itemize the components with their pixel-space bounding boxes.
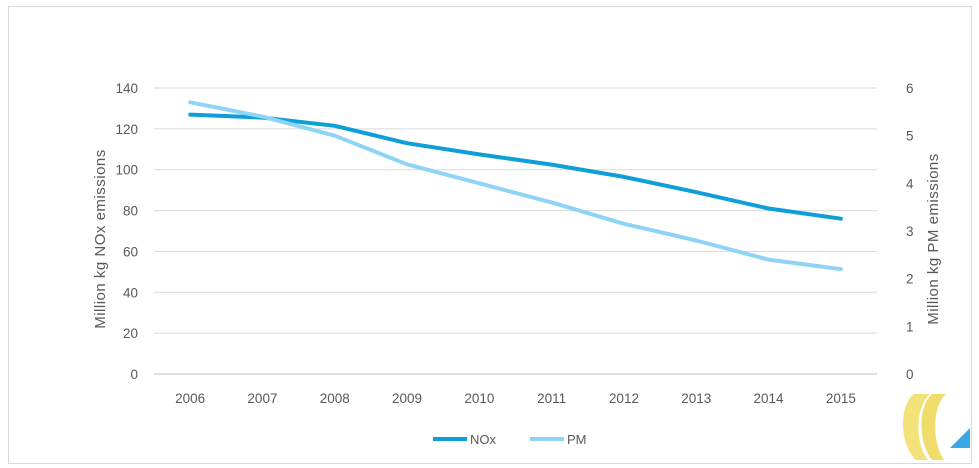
right-tick-5: 5 [906, 129, 914, 144]
legend: NOx PM [433, 432, 587, 447]
right-tick-6: 6 [906, 81, 914, 96]
x-tick-2006: 2006 [175, 391, 205, 406]
right-tick-0: 0 [906, 367, 914, 382]
series-line-pm [188, 100, 843, 272]
right-tick-4: 4 [906, 176, 914, 191]
x-tick-2009: 2009 [392, 391, 422, 406]
left-tick-40: 40 [123, 285, 138, 300]
left-axis-ticks: 0 20 40 60 80 100 120 140 [115, 81, 138, 382]
left-tick-60: 60 [123, 244, 138, 259]
legend-label-nox: NOx [470, 432, 497, 447]
left-tick-140: 140 [115, 81, 138, 96]
x-tick-2012: 2012 [609, 391, 639, 406]
right-axis-ticks: 0 1 2 3 4 5 6 [906, 81, 914, 382]
x-tick-2015: 2015 [826, 391, 856, 406]
x-tick-2014: 2014 [754, 391, 785, 406]
right-tick-2: 2 [906, 272, 914, 287]
logo-arc-outer [903, 394, 930, 460]
left-tick-0: 0 [130, 367, 138, 382]
x-tick-2008: 2008 [320, 391, 350, 406]
brand-logo [903, 394, 970, 460]
right-axis-title: Million kg PM emissions [925, 153, 942, 325]
series-line-nox [188, 112, 843, 221]
gridlines [154, 87, 877, 375]
x-tick-2010: 2010 [464, 391, 494, 406]
left-axis-title: Million kg NOx emissions [92, 149, 109, 329]
x-tick-2007: 2007 [247, 391, 277, 406]
left-tick-20: 20 [123, 326, 138, 341]
left-tick-100: 100 [115, 163, 138, 178]
x-tick-2013: 2013 [681, 391, 711, 406]
left-tick-120: 120 [115, 122, 138, 137]
logo-triangle [950, 428, 970, 448]
left-tick-80: 80 [123, 204, 138, 219]
legend-label-pm: PM [567, 432, 587, 447]
right-tick-3: 3 [906, 224, 914, 239]
right-tick-1: 1 [906, 319, 914, 334]
x-tick-2011: 2011 [537, 391, 566, 406]
x-axis-ticks: 2006 2007 2008 2009 2010 2011 2012 2013 2014 2015 [175, 391, 856, 406]
logo-arc-inner [921, 394, 946, 460]
series-lines [188, 100, 843, 272]
